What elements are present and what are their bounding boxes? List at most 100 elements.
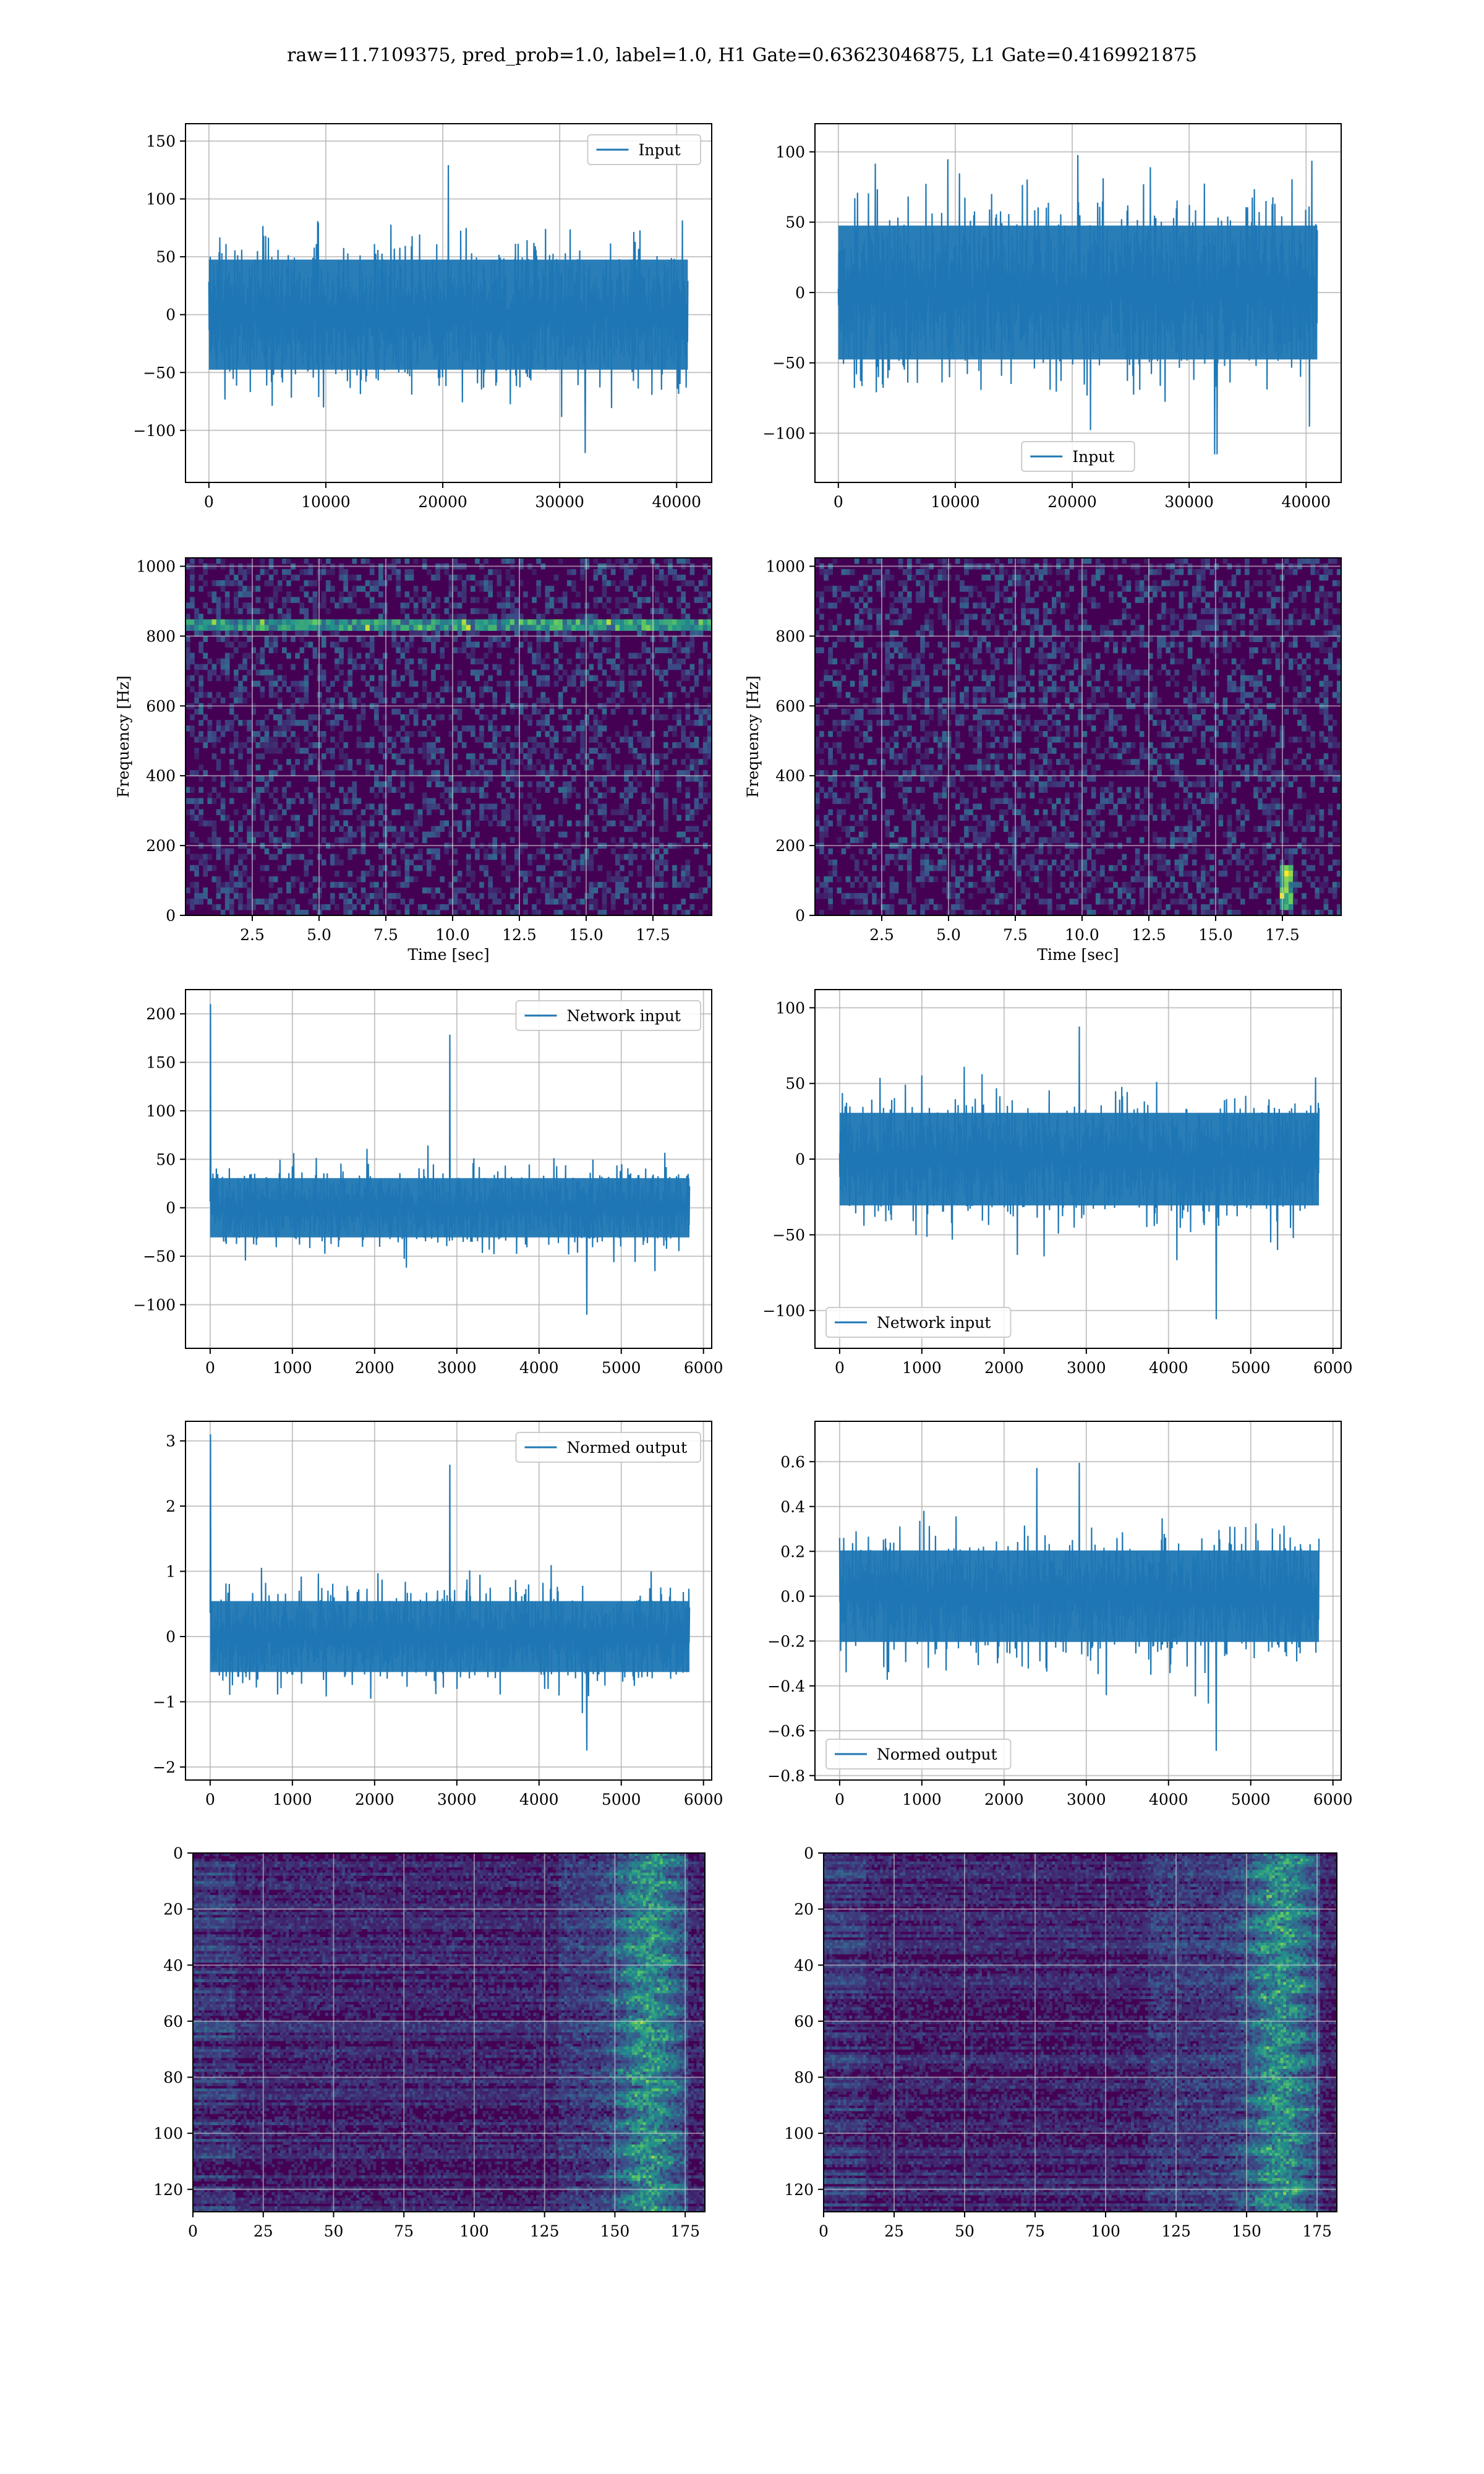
ticks: 0 1000 2000 3000 4000 5000 6000 −100 −50 0 50 100 <box>762 999 1352 1377</box>
x-tick-label: 6000 <box>684 1791 723 1808</box>
y-tick-label: 0 <box>795 284 805 302</box>
x-tick-label: 1000 <box>273 1791 312 1808</box>
x-tick-label: 10000 <box>301 493 351 511</box>
x-tick-label: 2000 <box>984 1359 1024 1377</box>
y-tick-label: 200 <box>146 1005 176 1023</box>
y-tick-label: 150 <box>146 132 176 150</box>
panel-input-h1: 0 10000 20000 30000 40000 −100 −50 0 50 100 150 Inp… <box>133 123 712 511</box>
legend: Network input <box>515 1000 701 1031</box>
heatmap-cells <box>193 1853 705 2212</box>
y-tick-label: 20 <box>794 1901 814 1919</box>
x-tick-label: 2000 <box>984 1791 1024 1808</box>
y-tick-label: 3 <box>166 1432 176 1450</box>
series-band <box>210 1178 690 1238</box>
x-tick-label: 7.5 <box>373 926 398 944</box>
ticks: 0 10000 20000 30000 40000 −100 −50 0 50 100 <box>762 143 1331 511</box>
x-tick-label: 12.5 <box>1132 926 1166 944</box>
x-axis-label: Time [sec] <box>407 946 489 964</box>
y-tick-label: −100 <box>133 422 176 440</box>
series-band <box>839 1113 1320 1205</box>
x-tick-label: 5.0 <box>307 926 331 944</box>
legend-box <box>515 1000 701 1031</box>
axes-frame <box>185 989 712 1349</box>
x-tick-label: 50 <box>955 2222 974 2240</box>
y-tick-label: 400 <box>146 767 176 785</box>
grid <box>824 1853 1337 2212</box>
y-tick-label: 800 <box>775 627 805 645</box>
series-band <box>210 1601 690 1672</box>
x-tick-label: 5000 <box>602 1359 641 1377</box>
panel-network-input-h1: 0 1000 2000 3000 4000 5000 6000 −100 −50 0 50 100 15… <box>133 989 723 1377</box>
ticks: 0 10000 20000 30000 40000 −100 −50 0 50 100 150 <box>133 132 701 511</box>
x-tick-label: 2.5 <box>869 926 894 944</box>
axes-frame <box>814 557 1342 916</box>
y-tick-label: −100 <box>133 1296 176 1314</box>
plot-content <box>186 558 712 915</box>
ticks: 2.5 5.0 7.5 10.0 12.5 15.0 17.5 0 200 400 600 800 10… <box>136 558 670 944</box>
panel-feature-map-l1: 0 25 50 75 100 125 150 175 0 20 40 60 80 100 120 <box>784 1844 1337 2240</box>
y-tick-label: 400 <box>775 767 805 785</box>
x-tick-label: 6000 <box>1313 1791 1353 1808</box>
plot-content <box>815 558 1341 915</box>
y-tick-label: 80 <box>794 2069 814 2087</box>
y-tick-label: 0 <box>166 907 176 925</box>
axes-frame <box>814 1421 1342 1781</box>
y-tick-label: −50 <box>143 364 176 382</box>
legend: Normed output <box>515 1432 701 1463</box>
x-tick-label: 3000 <box>437 1791 477 1808</box>
x-tick-label: 0 <box>205 1791 215 1808</box>
y-tick-label: 0.6 <box>780 1453 805 1471</box>
x-tick-label: 150 <box>1232 2222 1261 2240</box>
x-tick-label: 4000 <box>1149 1791 1188 1808</box>
y-tick-label: 100 <box>153 2125 183 2142</box>
series-band <box>839 1550 1320 1642</box>
series-band <box>208 259 688 370</box>
x-tick-label: 125 <box>1161 2222 1191 2240</box>
y-tick-label: 1000 <box>765 558 805 576</box>
ticks: 0 1000 2000 3000 4000 5000 6000 −0.8 −0.6 −0.4 −0.… <box>767 1453 1352 1808</box>
grid <box>815 558 1341 915</box>
y-tick-label: 120 <box>784 2181 814 2199</box>
x-tick-label: 3000 <box>1067 1791 1106 1808</box>
x-tick-label: 3000 <box>437 1359 477 1377</box>
x-tick-label: 2.5 <box>240 926 265 944</box>
x-tick-label: 0 <box>819 2222 829 2240</box>
y-tick-label: 100 <box>775 143 805 161</box>
panel-spectrogram-l1: 2.5 5.0 7.5 10.0 12.5 15.0 17.5 0 200 400 600 800 10… <box>744 557 1342 964</box>
figure-title: raw=11.7109375, pred_prob=1.0, label=1.0… <box>287 45 1197 66</box>
panel-feature-map-h1: 0 25 50 75 100 125 150 175 0 20 40 60 80 100 120 <box>153 1844 706 2240</box>
x-tick-label: 4000 <box>519 1791 559 1808</box>
legend: Input <box>587 134 701 165</box>
ticks: 0 1000 2000 3000 4000 5000 6000 −100 −50 0 50 100 15… <box>133 1005 723 1377</box>
x-axis-label: Time [sec] <box>1037 946 1119 964</box>
x-tick-label: 0 <box>835 1791 845 1808</box>
legend-box <box>515 1432 701 1463</box>
y-tick-label: 0 <box>166 1199 176 1217</box>
y-tick-label: 40 <box>794 1956 814 1974</box>
legend: Normed output <box>825 1739 1012 1770</box>
grid <box>186 558 712 915</box>
panel-normed-output-h1: 0 1000 2000 3000 4000 5000 6000 −2 −1 0 1 2 3 Normed … <box>153 1421 723 1808</box>
x-tick-label: 25 <box>884 2222 904 2240</box>
x-tick-label: 15.0 <box>569 926 603 944</box>
x-tick-label: 15.0 <box>1198 926 1233 944</box>
x-tick-label: 0 <box>188 2222 198 2240</box>
legend-label: Network input <box>877 1314 991 1332</box>
x-tick-label: 17.5 <box>1265 926 1300 944</box>
axes-frame <box>192 1852 706 2212</box>
x-tick-label: 0 <box>835 1359 845 1377</box>
series-band <box>838 225 1318 360</box>
y-tick-label: 1 <box>166 1563 176 1581</box>
legend-box <box>825 1739 1012 1770</box>
panel-normed-output-l1: 0 1000 2000 3000 4000 5000 6000 −0.8 −0.6 −0.4 −0.… <box>767 1421 1353 1808</box>
x-tick-label: 1000 <box>902 1359 942 1377</box>
y-tick-label: 0 <box>795 907 805 925</box>
x-tick-label: 75 <box>1025 2222 1045 2240</box>
x-tick-label: 5000 <box>1231 1791 1271 1808</box>
plot-content <box>186 124 712 482</box>
heatmap-cells <box>824 1853 1337 2212</box>
x-tick-label: 175 <box>1302 2222 1332 2240</box>
y-tick-label: −0.8 <box>767 1767 805 1785</box>
y-tick-label: 0 <box>166 1628 176 1646</box>
